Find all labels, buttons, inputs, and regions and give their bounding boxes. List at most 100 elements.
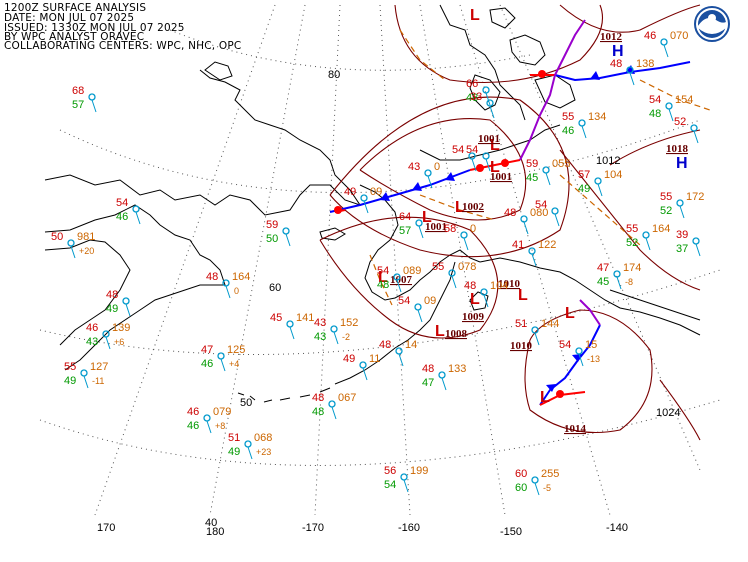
occluded-front-1 xyxy=(519,74,556,161)
wind-barb xyxy=(545,172,551,186)
station-circle xyxy=(438,371,446,379)
station-temperature: 54 xyxy=(559,339,571,351)
station-circle xyxy=(460,231,468,239)
station-circle xyxy=(531,476,539,484)
station-pressure: 134 xyxy=(588,111,606,123)
noaa-logo xyxy=(694,6,730,42)
warm-front-4-bump-1 xyxy=(334,206,342,214)
station-pressure: 255 xyxy=(541,468,559,480)
station-temperature: 48 xyxy=(464,280,476,292)
station-circle xyxy=(642,231,650,239)
wind-barb xyxy=(418,225,424,239)
lat-80-line xyxy=(169,29,531,71)
station-pressure: 15 xyxy=(585,339,597,351)
st-lawrence-island xyxy=(319,227,346,241)
low-center-2-value: 1001 xyxy=(490,171,512,183)
wind-barb xyxy=(220,358,226,372)
cold-front-3-tri-1 xyxy=(546,384,556,392)
station-temperature: 54 xyxy=(116,197,128,209)
station-circle xyxy=(575,347,583,355)
station-temperature: 68 xyxy=(72,85,84,97)
station-pressure: 09 xyxy=(370,186,382,198)
low-center-6-value: 1010 xyxy=(498,278,521,290)
station-temperature: 45 xyxy=(270,312,282,324)
station-pressure: 068 xyxy=(254,432,272,444)
station-pressure: 122 xyxy=(538,239,556,251)
station-temperature: 48 xyxy=(504,207,516,219)
low-center-3: L xyxy=(455,199,465,216)
wind-barb xyxy=(247,446,253,460)
station-circle xyxy=(551,207,559,215)
wind-barb xyxy=(485,158,491,172)
alaska-peninsula xyxy=(334,261,456,385)
station-circle xyxy=(578,119,586,127)
station-temperature: 59 xyxy=(526,158,538,170)
station-dewpoint: 47 xyxy=(422,377,434,389)
cold-fronts xyxy=(329,61,691,406)
low-center-1: L xyxy=(490,137,500,154)
low-center-5: L xyxy=(378,269,388,286)
station-pressure: 078 xyxy=(458,261,476,273)
alaska-north-coast xyxy=(419,124,561,161)
station-circle xyxy=(665,102,673,110)
cold-front-1-tri-3 xyxy=(445,172,455,181)
station-temperature: 48 xyxy=(312,392,324,404)
wind-barb xyxy=(225,285,231,299)
wind-barb xyxy=(578,353,584,367)
analysis-analyst: BY WPC ANALYST ORAVEC xyxy=(4,31,145,43)
high-center-2-value: 1018 xyxy=(666,143,689,155)
station-tendency: -13 xyxy=(587,354,600,364)
low-center-4: L xyxy=(422,209,432,226)
station-pressure: 080 xyxy=(530,207,548,219)
station-pressure: 104 xyxy=(490,280,508,292)
station-pressure: 070 xyxy=(670,30,688,42)
station-circle xyxy=(67,239,75,247)
station-temperature: 55 xyxy=(626,223,638,235)
station-temperature: 64 xyxy=(399,211,411,223)
station-circle xyxy=(244,440,252,448)
station-dewpoint: 48 xyxy=(466,92,478,104)
station-dewpoint: 46 xyxy=(116,211,128,223)
station-temperature: 48 xyxy=(422,363,434,375)
trough-5 xyxy=(419,194,496,221)
station-circle xyxy=(80,369,88,377)
station-pressure: 152 xyxy=(340,317,358,329)
wind-barb xyxy=(363,200,369,214)
station-temperature: 50 xyxy=(51,231,63,243)
station-pressure: 0 xyxy=(434,161,440,173)
low-center-5-value: 1007 xyxy=(390,274,413,286)
occluded-front-2 xyxy=(554,19,586,76)
station-pressure: 11 xyxy=(369,353,380,365)
station-temperature: 54 xyxy=(466,144,478,156)
low-center-11: L xyxy=(470,7,480,24)
lat-60-line xyxy=(39,269,721,355)
station-temperature: 52 xyxy=(674,116,686,128)
wind-barb xyxy=(398,353,404,367)
gulf-alaska-coast xyxy=(479,257,701,336)
station-dewpoint: 49 xyxy=(64,375,76,387)
analysis-centers: COLLABORATING CENTERS: WPC, NHC, OPC xyxy=(4,40,242,52)
lat-70-line xyxy=(59,119,701,194)
station-temperature: 39 xyxy=(676,229,688,241)
station-temperature: 51 xyxy=(228,432,240,444)
wind-barb xyxy=(285,233,291,247)
alaska-west-coast xyxy=(359,184,481,301)
wind-barb xyxy=(531,253,537,267)
isobar-6 xyxy=(609,129,701,166)
trough-4 xyxy=(639,79,711,111)
station-circle xyxy=(690,124,698,132)
warm-front-2-bump-1 xyxy=(538,70,546,78)
station-circle xyxy=(330,325,338,333)
station-dewpoint: 48 xyxy=(312,406,324,418)
station-temperature: 55 xyxy=(64,361,76,373)
station-dewpoint: 54 xyxy=(384,479,396,491)
wind-barb xyxy=(206,420,212,434)
station-temperature: 54 xyxy=(377,265,389,277)
station-circle xyxy=(217,352,225,360)
station-circle xyxy=(360,194,368,202)
wind-barb xyxy=(616,276,622,290)
arctic-islands-4 xyxy=(534,74,576,109)
trough-3 xyxy=(559,174,641,246)
wind-barb xyxy=(489,105,495,119)
station-pressure: 067 xyxy=(338,392,356,404)
